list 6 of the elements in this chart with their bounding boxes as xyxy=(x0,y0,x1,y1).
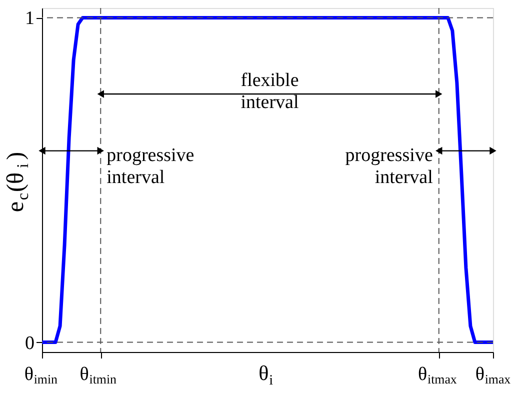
annotation: progressive interval xyxy=(345,144,433,188)
y-tick-label: 0 xyxy=(25,332,34,354)
y-axis-title: ec(θi) xyxy=(3,152,32,212)
annotation: progressive interval xyxy=(106,144,194,188)
y-tick-label: 1 xyxy=(25,8,34,30)
annotation: flexible interval xyxy=(240,70,299,113)
